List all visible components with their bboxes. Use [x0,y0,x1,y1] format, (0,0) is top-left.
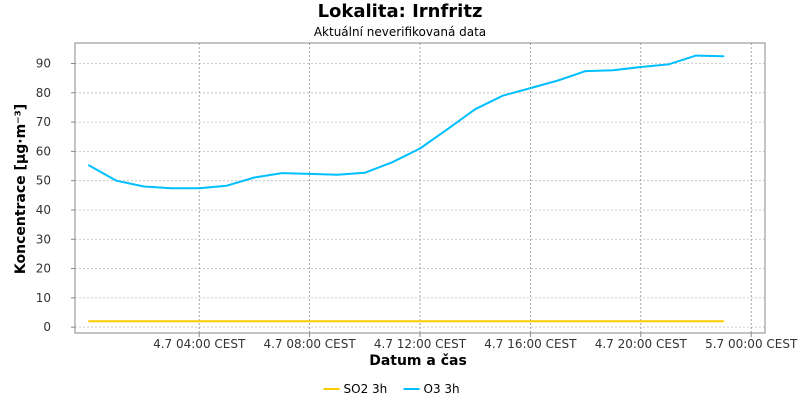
data-point [667,63,670,66]
x-tick-label: 4.7 08:00 CEST [263,337,356,351]
x-tick-label: 4.7 12:00 CEST [374,337,467,351]
y-tick-label: 90 [36,57,51,71]
legend: SO2 3h O3 3h [323,382,460,396]
data-point [308,173,311,175]
x-axis-label: Datum a čas [369,353,467,369]
data-point [584,70,587,72]
x-tick-label: 4.7 16:00 CEST [484,337,577,351]
data-point [612,69,614,72]
plot-area: 0 10 20 30 40 50 60 70 80 90 4.7 04:00 CEST 4.7 08:… [36,42,798,351]
plot-frame [74,42,766,334]
y-tick-label: 20 [36,262,51,276]
data-point [557,79,559,82]
data-point [281,172,283,174]
y-tick-label: 80 [36,86,51,100]
x-tick-label: 5.7 00:00 CEST [705,337,798,351]
series-line-o3-3h [88,54,724,190]
data-point [364,171,366,174]
chart-title: Lokalita: Irnfritz [318,1,483,22]
y-tick-label: 10 [36,291,51,305]
legend-item: O3 3h [403,382,460,396]
data-point [502,94,504,97]
data-point [722,320,725,323]
y-axis-label: Koncentrace [µg·m⁻³] [13,104,29,274]
data-point [695,54,697,57]
x-tick-label: 4.7 20:00 CEST [595,337,688,351]
x-tick-label: 4.7 04:00 CEST [153,337,246,351]
legend-item: SO2 3h [323,382,388,396]
y-tick-label: 50 [36,174,51,188]
legend-label: SO2 3h [344,382,388,396]
data-point [143,185,145,188]
data-point [253,176,256,179]
data-point [115,179,118,182]
y-tick-label: 0 [43,320,51,334]
data-point [722,55,725,57]
data-point [391,161,394,164]
y-tick-label: 60 [36,144,51,158]
y-tick-label: 40 [36,203,51,217]
data-point [198,187,200,190]
data-point [640,66,642,68]
data-point [419,147,421,150]
data-point [529,87,532,89]
y-tick-label: 30 [36,232,51,246]
data-point [170,187,173,190]
data-point [474,108,477,111]
data-point [446,128,449,130]
chart-subtitle: Aktuální neverifikovaná data [314,25,486,39]
y-tick-label: 70 [36,115,51,129]
data-point [88,164,90,166]
data-point [336,174,339,176]
data-point [88,320,90,323]
data-point [226,184,228,187]
legend-label: O3 3h [424,382,460,396]
